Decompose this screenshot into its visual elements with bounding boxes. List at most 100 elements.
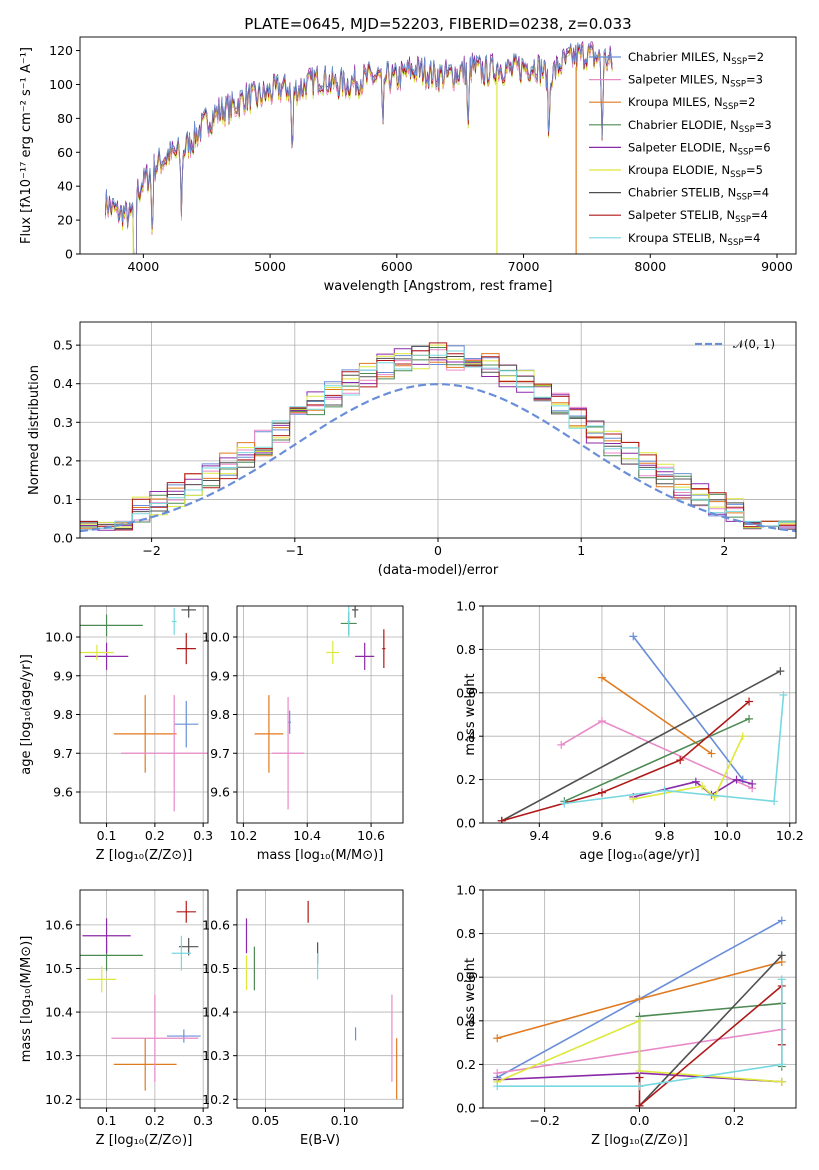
- weight-line-yellow: [496, 1019, 782, 1083]
- y-tick-label: 1.0: [456, 599, 476, 614]
- y-tick-label: 0.1: [53, 492, 73, 507]
- y-tick-label: 0.2: [456, 772, 476, 787]
- y-tick-label: 0.2: [456, 1057, 476, 1072]
- weight-line-cornflower: [632, 635, 744, 781]
- y-tick-label: 80: [57, 111, 73, 126]
- x-axis-label: Z [log₁₀(Z/Z⊙)]: [96, 1133, 193, 1148]
- plot-area: [80, 342, 796, 533]
- axes: 9.4 9.6 9.8 10.0 10.2 0.0 0.2 0.4 0.6 0.8 1.0 age […: [456, 599, 804, 864]
- axes-frame: [79, 889, 209, 1109]
- x-axis-label: age [log₁₀(age/yr)]: [579, 848, 700, 863]
- y-tick-label: 0.4: [456, 729, 476, 744]
- y-tick-label: 9.7: [210, 746, 230, 761]
- y-tick-label: 0.5: [53, 338, 73, 353]
- panel-weight_vs_Z: −0.2 0.0 0.2 0.0 0.2 0.4 0.6 0.8 1.0 Z [log₁₀(Z/Z…: [456, 883, 797, 1148]
- x-tick-label: 0.3: [193, 1113, 213, 1128]
- y-tick-label: 100: [49, 77, 73, 92]
- x-tick-label: 2: [720, 543, 728, 558]
- y-tick-label: 120: [49, 43, 73, 58]
- axes-frame: [79, 605, 209, 824]
- y-tick-label: 10.0: [202, 630, 230, 645]
- plot-area: [254, 606, 386, 810]
- plot-area: [493, 916, 786, 1108]
- weight-marker-cornflower: [629, 632, 638, 641]
- x-tick-label: 0.3: [193, 828, 213, 843]
- gridlines: [80, 890, 208, 1108]
- x-tick-label: 9.6: [592, 828, 612, 843]
- weight-line-gray: [638, 954, 783, 1107]
- weight-line-green: [564, 718, 750, 803]
- legend-entry: Salpeter STELIB, NSSP=4: [628, 208, 768, 225]
- gridlines: [483, 605, 796, 824]
- weight-marker-cyan: [660, 786, 669, 795]
- weight-line-yellow: [633, 735, 744, 800]
- y-tick-label: 9.8: [53, 707, 73, 722]
- y-axis-label: Flux [fλ10⁻¹⁷ erg cm⁻² s⁻¹ A⁻¹]: [19, 47, 34, 244]
- y-tick-label: 40: [57, 179, 73, 194]
- axes: −0.2 0.0 0.2 0.0 0.2 0.4 0.6 0.8 1.0 Z [log₁₀(Z/Z…: [456, 883, 797, 1148]
- axes: 0.1 0.2 0.3 10.2 10.3 10.4 10.5 10.6 Z [log₁₀(Z/…: [19, 889, 213, 1148]
- x-tick-label: 10.6: [357, 828, 385, 843]
- y-tick-label: 0.0: [53, 531, 73, 546]
- x-tick-label: 10.0: [713, 828, 741, 843]
- x-tick-label: −1: [286, 543, 304, 558]
- weight-marker-cyan: [493, 1082, 502, 1091]
- y-tick-label: 10.5: [45, 961, 73, 976]
- x-tick-label: 0.1: [97, 1113, 117, 1128]
- y-tick-label: 9.7: [53, 746, 73, 761]
- axes: −2 −1 0 1 2 0.0 0.1 0.2 0.3 0.4 0.5 (data-model)/er…: [27, 321, 797, 578]
- y-tick-label: 10.5: [202, 961, 230, 976]
- x-tick-label: 0.0: [630, 1113, 650, 1128]
- legend: 𝒩(0, 1): [695, 337, 775, 351]
- x-tick-label: 4000: [127, 259, 159, 274]
- legend-entry: Salpeter ELODIE, NSSP=6: [628, 140, 771, 157]
- y-axis-label: Normed distribution: [27, 365, 42, 495]
- y-axis-label: mass [log₁₀(M/M⊙)]: [19, 936, 34, 1063]
- weight-marker-yellow: [635, 1016, 644, 1025]
- y-tick-label: 0.4: [53, 376, 73, 391]
- weight-line-red: [501, 700, 750, 822]
- weight-marker-yellow: [777, 1077, 786, 1086]
- axes: 0.05 0.10 10.2 10.3 10.4 10.5 10.6 E(B-V): [202, 889, 404, 1148]
- panel-mass_vs_EBV: 0.05 0.10 10.2 10.3 10.4 10.5 10.6 E(B-V): [202, 889, 404, 1148]
- y-tick-label: 0.2: [53, 453, 73, 468]
- y-tick-label: 10.3: [45, 1048, 73, 1063]
- x-tick-label: 0.1: [97, 828, 117, 843]
- x-tick-label: 10.4: [293, 828, 321, 843]
- y-tick-label: 60: [57, 145, 73, 160]
- x-axis-label: mass [log₁₀(M/M⊙)]: [257, 848, 384, 863]
- axes: 10.2 10.4 10.6 9.6 9.7 9.8 9.9 10.0 mass [log₁₀(…: [202, 605, 404, 863]
- y-tick-label: 0.6: [456, 685, 476, 700]
- weight-line-cyan: [564, 694, 785, 805]
- y-tick-label: 10.0: [45, 630, 73, 645]
- plot-area: [80, 900, 201, 1091]
- weight-marker-cyan: [770, 797, 779, 806]
- weight-marker-purple: [748, 779, 757, 788]
- x-tick-label: 7000: [508, 259, 540, 274]
- panel-spectrum: 4000 5000 6000 7000 8000 9000 0 20 40 60 80 100 120 w…: [19, 15, 797, 294]
- plot-area: [497, 632, 788, 823]
- y-axis-label: mass weight: [463, 958, 478, 1040]
- legend-entry: Chabrier ELODIE, NSSP=3: [628, 118, 772, 135]
- y-tick-label: 0.4: [456, 1013, 476, 1028]
- weight-marker-orange: [635, 995, 644, 1003]
- legend-entry: Chabrier MILES, NSSP=2: [628, 50, 764, 67]
- axes-frame: [79, 321, 797, 539]
- y-tick-label: 0.3: [53, 415, 73, 430]
- plot-area: [80, 606, 208, 812]
- weight-marker-gray: [777, 951, 786, 960]
- y-tick-label: 0.6: [456, 970, 476, 985]
- weight-marker-yellow: [710, 792, 719, 801]
- axes-frame: [79, 36, 797, 255]
- normal-curve: [80, 382, 796, 533]
- y-tick-label: 0.8: [456, 926, 476, 941]
- y-tick-label: 1.0: [456, 883, 476, 898]
- legend-entry: Chabrier STELIB, NSSP=4: [628, 186, 769, 203]
- y-tick-label: 10.2: [45, 1092, 73, 1107]
- weight-marker-cornflower: [777, 916, 786, 925]
- axes: 4000 5000 6000 7000 8000 9000 0 20 40 60 80 100 120 w…: [19, 15, 797, 294]
- weight-marker-pink: [597, 717, 606, 726]
- y-tick-label: 10.6: [202, 917, 230, 932]
- histogram-cyan: [80, 350, 796, 531]
